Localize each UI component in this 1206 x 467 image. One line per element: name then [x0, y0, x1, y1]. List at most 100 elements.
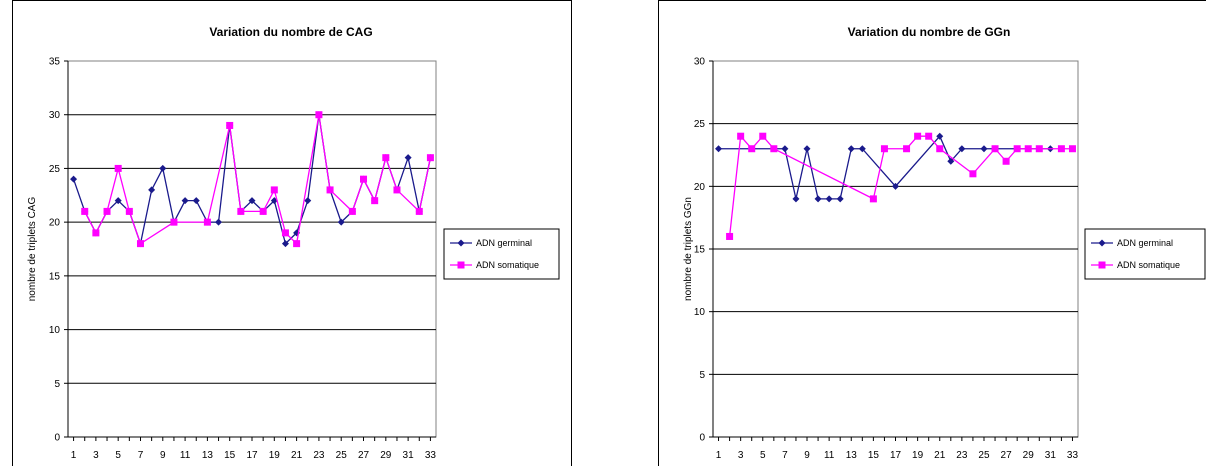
- data-point-germinal: [980, 145, 988, 153]
- data-point-somatique: [315, 111, 323, 119]
- x-tick-label: 13: [202, 450, 214, 461]
- data-point-somatique: [726, 232, 734, 240]
- y-tick-label: 15: [694, 245, 706, 256]
- data-point-germinal: [114, 197, 122, 205]
- data-point-germinal: [281, 240, 289, 248]
- y-tick-label: 0: [699, 433, 705, 444]
- legend-marker: [457, 239, 465, 247]
- x-tick-label: 31: [403, 450, 415, 461]
- data-point-germinal: [337, 218, 345, 226]
- data-point-germinal: [958, 145, 966, 153]
- data-point-germinal: [947, 157, 955, 165]
- data-point-somatique: [1002, 157, 1010, 165]
- y-tick-label: 20: [694, 182, 706, 193]
- data-point-somatique: [426, 154, 434, 162]
- chart-cag: Variation du nombre de CAG05101520253035…: [27, 25, 560, 461]
- data-point-somatique: [360, 175, 368, 183]
- chart-panel-ggn: Variation du nombre de GGn 0 5 10 15 20 25 30 1 3…: [658, 0, 1206, 466]
- data-point-somatique: [1013, 145, 1021, 153]
- data-point-somatique: [226, 121, 234, 129]
- x-tick-label: 23: [956, 450, 968, 461]
- data-point-germinal: [892, 182, 899, 190]
- x-tick-label: 19: [912, 450, 924, 461]
- data-point-somatique: [925, 132, 933, 140]
- y-axis-label: nombre de triplets CAG: [27, 197, 38, 302]
- data-point-somatique: [415, 207, 423, 215]
- data-point-somatique: [281, 229, 289, 237]
- x-tick-label: 29: [1023, 450, 1035, 461]
- x-tick-label: 9: [804, 450, 810, 461]
- x-tick-label: 19: [269, 450, 281, 461]
- data-point-somatique: [737, 132, 745, 140]
- data-point-germinal: [858, 145, 866, 153]
- data-point-somatique: [914, 132, 922, 140]
- data-point-germinal: [814, 195, 822, 203]
- x-tick-label: 15: [868, 450, 880, 461]
- data-point-somatique: [748, 145, 756, 153]
- x-tick-label: 17: [246, 450, 258, 461]
- data-point-somatique: [1068, 145, 1076, 153]
- data-point-somatique: [903, 145, 911, 153]
- x-tick-label: 27: [358, 450, 370, 461]
- data-point-somatique: [759, 132, 767, 140]
- data-point-germinal: [70, 175, 78, 183]
- legend-entry: ADN somatique: [1117, 260, 1180, 270]
- data-point-somatique: [114, 164, 122, 172]
- data-point-germinal: [792, 195, 800, 203]
- data-point-germinal: [181, 197, 189, 205]
- data-point-somatique: [259, 207, 267, 215]
- x-tick-label: 5: [760, 450, 766, 461]
- y-tick-label: 10: [49, 325, 61, 336]
- data-point-somatique: [880, 145, 888, 153]
- legend-entry: ADN germinal: [476, 238, 532, 248]
- data-point-somatique: [293, 240, 301, 248]
- data-point-germinal: [248, 197, 256, 205]
- x-tick-label: 3: [738, 450, 744, 461]
- data-point-germinal: [404, 154, 412, 162]
- x-tick-label: 7: [782, 450, 788, 461]
- legend-marker: [457, 261, 465, 269]
- data-point-somatique: [326, 186, 334, 194]
- x-tick-label: 25: [336, 450, 348, 461]
- data-point-somatique: [1035, 145, 1043, 153]
- data-point-somatique: [869, 195, 877, 203]
- data-point-somatique: [936, 145, 944, 153]
- y-tick-label: 0: [54, 433, 60, 444]
- y-tick-label: 25: [49, 164, 61, 175]
- data-point-somatique: [770, 145, 778, 153]
- data-point-somatique: [92, 229, 100, 237]
- y-tick-label: 20: [49, 218, 61, 229]
- x-tick-label: 31: [1045, 450, 1057, 461]
- chart-title: Variation du nombre de CAG: [209, 25, 372, 39]
- data-point-germinal: [781, 145, 789, 153]
- data-point-germinal: [159, 164, 167, 172]
- x-tick-label: 15: [224, 450, 236, 461]
- data-point-somatique: [170, 218, 178, 226]
- x-tick-label: 11: [824, 450, 835, 461]
- legend-marker: [1098, 261, 1106, 269]
- data-point-germinal: [715, 145, 723, 153]
- x-tick-label: 13: [846, 450, 858, 461]
- y-tick-label: 15: [49, 271, 61, 282]
- x-tick-label: 17: [890, 450, 902, 461]
- chart-title: Variation du nombre de GGn: [848, 25, 1011, 39]
- data-point-germinal: [148, 186, 156, 194]
- data-point-somatique: [270, 186, 278, 194]
- data-point-germinal: [803, 145, 811, 153]
- data-point-somatique: [371, 197, 379, 205]
- data-point-somatique: [1057, 145, 1065, 153]
- data-point-somatique: [136, 240, 144, 248]
- data-point-somatique: [969, 170, 977, 178]
- x-tick-label: 11: [180, 450, 191, 461]
- y-tick-label: 5: [699, 370, 705, 381]
- data-point-somatique: [393, 186, 401, 194]
- x-tick-label: 3: [93, 450, 99, 461]
- x-tick-label: 27: [1001, 450, 1013, 461]
- series-line-germinal: [718, 135, 1051, 200]
- y-tick-label: 25: [694, 119, 706, 130]
- x-tick-label: 25: [978, 450, 990, 461]
- data-point-germinal: [304, 197, 312, 205]
- plot-area: [67, 60, 437, 438]
- legend-entry: ADN germinal: [1117, 238, 1173, 248]
- x-tick-label: 9: [160, 450, 166, 461]
